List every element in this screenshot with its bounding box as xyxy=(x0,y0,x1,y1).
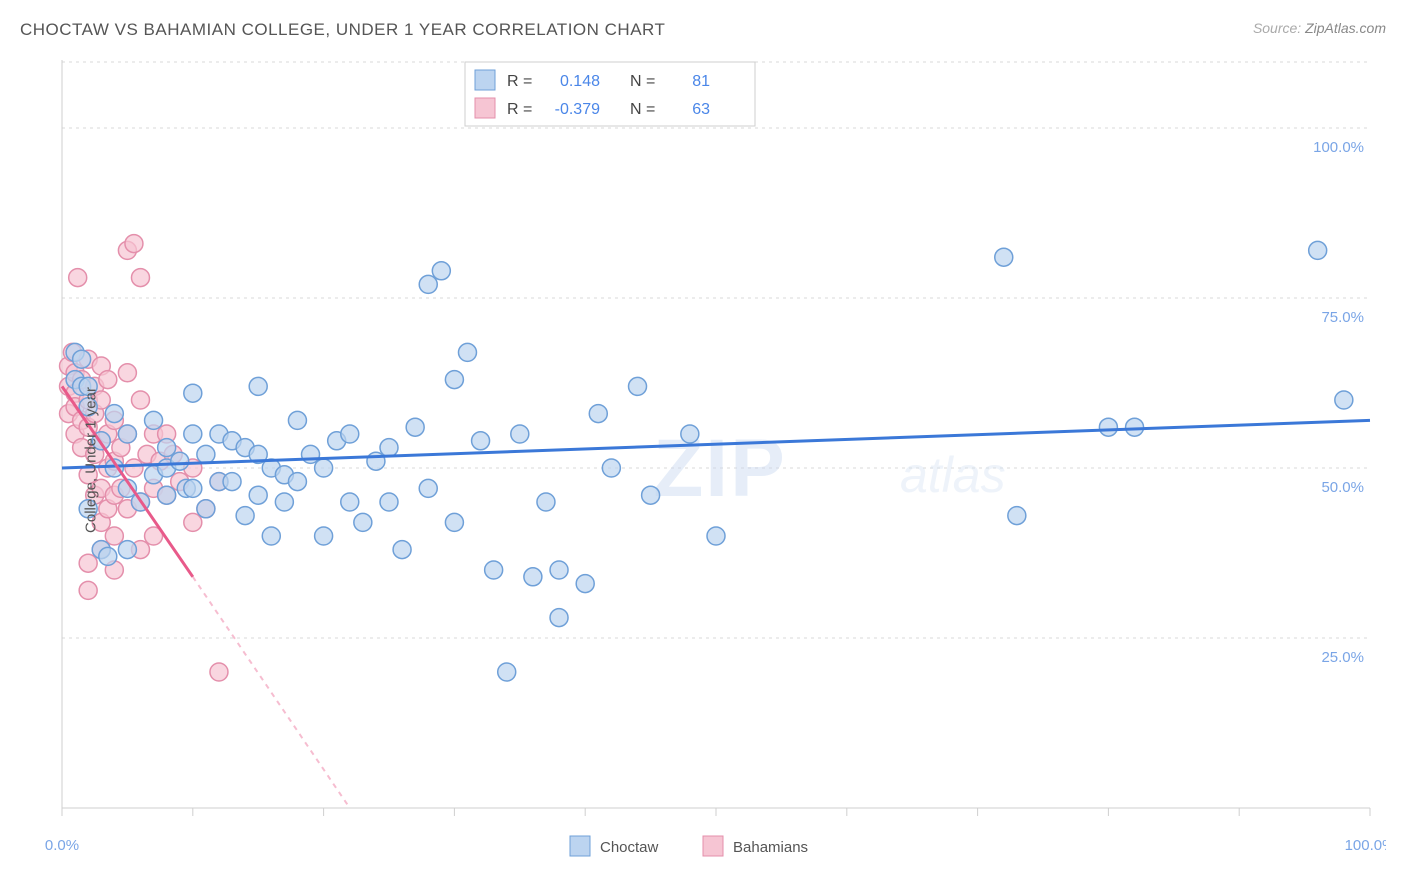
scatter-chart: ZIP atlas 0.0% 100.0% 25.0% 50.0% 75.0% 100.0% R… xyxy=(20,48,1386,872)
data-point xyxy=(1126,418,1144,436)
data-point xyxy=(105,527,123,545)
data-point xyxy=(197,445,215,463)
svg-text:100.0%: 100.0% xyxy=(1313,139,1364,156)
data-point xyxy=(118,541,136,559)
data-point xyxy=(393,541,411,559)
data-point xyxy=(223,473,241,491)
data-point xyxy=(1099,418,1117,436)
data-point xyxy=(184,384,202,402)
data-point xyxy=(118,425,136,443)
data-point xyxy=(158,439,176,457)
trendline-bahamians-extrapolated xyxy=(193,577,350,808)
data-point xyxy=(131,269,149,287)
data-point xyxy=(288,411,306,429)
data-point xyxy=(445,513,463,531)
data-point xyxy=(315,527,333,545)
data-point xyxy=(171,452,189,470)
chart-title: CHOCTAW VS BAHAMIAN COLLEGE, UNDER 1 YEA… xyxy=(20,20,665,40)
data-point xyxy=(419,275,437,293)
svg-text:100.0%: 100.0% xyxy=(1345,837,1386,854)
data-point xyxy=(118,364,136,382)
data-point xyxy=(511,425,529,443)
data-point xyxy=(288,473,306,491)
data-point xyxy=(498,663,516,681)
series-swatch xyxy=(570,836,590,856)
data-point xyxy=(210,663,228,681)
data-point xyxy=(589,405,607,423)
svg-text:50.0%: 50.0% xyxy=(1321,479,1364,496)
svg-text:ZIP: ZIP xyxy=(653,423,787,514)
data-point xyxy=(302,445,320,463)
data-point xyxy=(1309,241,1327,259)
series-label: Bahamians xyxy=(733,839,808,856)
data-point xyxy=(79,554,97,572)
svg-text:0.148: 0.148 xyxy=(560,73,600,90)
data-point xyxy=(707,527,725,545)
data-point xyxy=(184,425,202,443)
data-point xyxy=(1335,391,1353,409)
data-point xyxy=(125,235,143,253)
data-point xyxy=(131,391,149,409)
data-point xyxy=(145,411,163,429)
data-point xyxy=(380,493,398,511)
data-point xyxy=(79,581,97,599)
data-point xyxy=(642,486,660,504)
data-point xyxy=(432,262,450,280)
data-point xyxy=(105,405,123,423)
data-point xyxy=(550,561,568,579)
data-point xyxy=(445,371,463,389)
data-point xyxy=(602,459,620,477)
data-point xyxy=(380,439,398,457)
svg-text:R =: R = xyxy=(507,73,532,90)
svg-text:81: 81 xyxy=(692,73,710,90)
data-point xyxy=(406,418,424,436)
data-point xyxy=(419,479,437,497)
data-point xyxy=(629,377,647,395)
legend-swatch xyxy=(475,98,495,118)
source-attribution: Source: ZipAtlas.com xyxy=(1253,20,1386,38)
data-point xyxy=(550,609,568,627)
data-point xyxy=(537,493,555,511)
data-point xyxy=(315,459,333,477)
data-point xyxy=(681,425,699,443)
data-point xyxy=(995,248,1013,266)
data-point xyxy=(236,507,254,525)
data-point xyxy=(1008,507,1026,525)
data-point xyxy=(99,371,117,389)
data-point xyxy=(99,547,117,565)
data-point xyxy=(576,575,594,593)
svg-text:N =: N = xyxy=(630,73,655,90)
svg-text:R =: R = xyxy=(507,101,532,118)
data-point xyxy=(341,425,359,443)
data-point xyxy=(158,486,176,504)
svg-text:75.0%: 75.0% xyxy=(1321,309,1364,326)
data-point xyxy=(354,513,372,531)
svg-text:63: 63 xyxy=(692,101,710,118)
svg-text:25.0%: 25.0% xyxy=(1321,649,1364,666)
chart-container: College, Under 1 year ZIP atlas 0.0% 100.0%… xyxy=(20,48,1386,872)
svg-text:0.0%: 0.0% xyxy=(45,837,79,854)
y-axis-label: College, Under 1 year xyxy=(82,387,99,533)
data-point xyxy=(125,459,143,477)
data-point xyxy=(249,377,267,395)
data-point xyxy=(341,493,359,511)
data-point xyxy=(524,568,542,586)
svg-text:-0.379: -0.379 xyxy=(555,101,600,118)
data-point xyxy=(184,513,202,531)
data-point xyxy=(472,432,490,450)
series-label: Choctaw xyxy=(600,839,659,856)
data-point xyxy=(197,500,215,518)
series-swatch xyxy=(703,836,723,856)
data-point xyxy=(73,350,91,368)
data-point xyxy=(262,527,280,545)
data-point xyxy=(69,269,87,287)
svg-text:atlas: atlas xyxy=(900,447,1006,503)
data-point xyxy=(458,343,476,361)
legend-swatch xyxy=(475,70,495,90)
data-point xyxy=(184,479,202,497)
data-point xyxy=(249,486,267,504)
data-point xyxy=(275,493,293,511)
data-point xyxy=(485,561,503,579)
svg-text:N =: N = xyxy=(630,101,655,118)
